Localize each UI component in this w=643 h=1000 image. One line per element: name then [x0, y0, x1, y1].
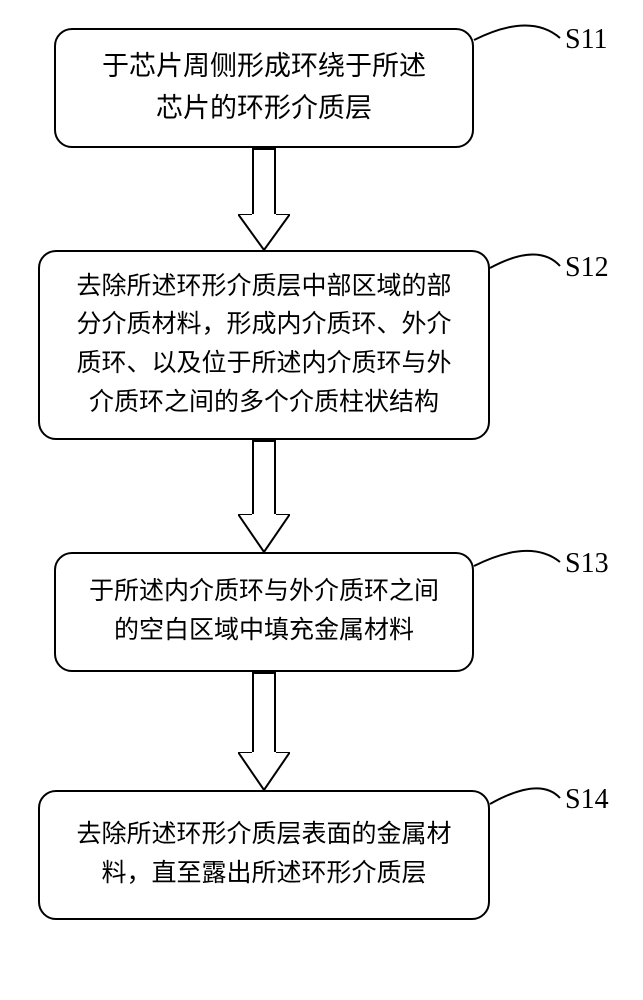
- step-s11: 于芯片周侧形成环绕于所述芯片的环形介质层: [54, 28, 474, 148]
- label-s13: S13: [565, 548, 609, 580]
- step-s12-text: 去除所述环形介质层中部区域的部分介质材料，形成内介质环、外介质环、以及位于所述内…: [76, 268, 451, 423]
- step-s13: 于所述内介质环与外介质环之间的空白区域中填充金属材料: [54, 552, 474, 672]
- arrow-head-icon: [238, 752, 290, 790]
- arrow-head-icon: [238, 214, 290, 250]
- arrow-head-icon: [238, 514, 290, 552]
- arrow-shaft: [252, 672, 276, 754]
- label-s12-text: S12: [565, 252, 609, 283]
- step-s12: 去除所述环形介质层中部区域的部分介质材料，形成内介质环、外介质环、以及位于所述内…: [38, 250, 490, 440]
- label-s11-text: S11: [565, 24, 608, 55]
- label-s12: S12: [565, 252, 609, 284]
- arrow-shaft: [252, 440, 276, 516]
- step-s11-text: 于芯片周侧形成环绕于所述芯片的环形介质层: [102, 46, 426, 130]
- label-s14-text: S14: [565, 784, 609, 815]
- step-s13-text: 于所述内介质环与外介质环之间的空白区域中填充金属材料: [89, 573, 439, 651]
- arrow-shaft: [252, 148, 276, 216]
- label-s13-text: S13: [565, 548, 609, 579]
- label-s14: S14: [565, 784, 609, 816]
- flowchart-canvas: 于芯片周侧形成环绕于所述芯片的环形介质层 S11 去除所述环形介质层中部区域的部…: [0, 0, 643, 1000]
- label-s11: S11: [565, 24, 608, 56]
- step-s14-text: 去除所述环形介质层表面的金属材料，直至露出所述环形介质层: [76, 816, 451, 894]
- step-s14: 去除所述环形介质层表面的金属材料，直至露出所述环形介质层: [38, 790, 490, 920]
